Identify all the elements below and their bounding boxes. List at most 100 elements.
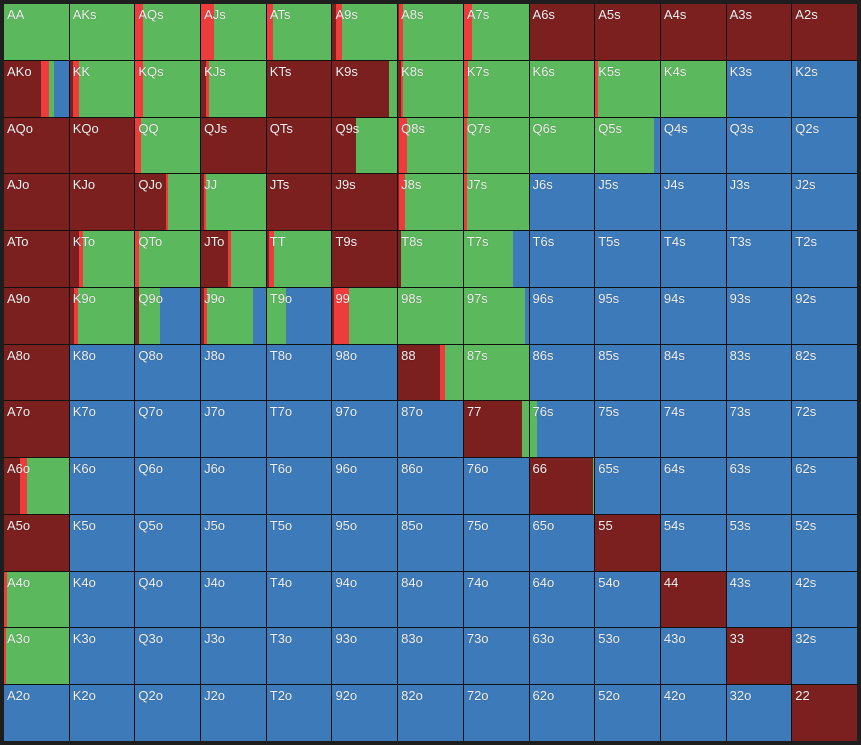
hand-cell-Q9o[interactable]: Q9o — [135, 287, 201, 344]
hand-cell-KJs[interactable]: KJs — [201, 60, 266, 117]
hand-cell-63o[interactable]: 63o — [529, 628, 595, 685]
hand-cell-K8o[interactable]: K8o — [69, 344, 135, 401]
hand-cell-65o[interactable]: 65o — [529, 514, 595, 571]
hand-cell-QQ[interactable]: QQ — [135, 117, 201, 174]
hand-cell-A7s[interactable]: A7s — [463, 4, 529, 60]
hand-cell-Q2s[interactable]: Q2s — [792, 117, 857, 174]
hand-cell-Q8o[interactable]: Q8o — [135, 344, 201, 401]
hand-cell-K2o[interactable]: K2o — [69, 685, 135, 741]
hand-cell-K3o[interactable]: K3o — [69, 628, 135, 685]
hand-cell-T4s[interactable]: T4s — [660, 231, 726, 287]
hand-cell-J9o[interactable]: J9o — [201, 287, 266, 344]
hand-cell-87o[interactable]: 87o — [398, 401, 463, 458]
hand-cell-32o[interactable]: 32o — [726, 685, 792, 741]
hand-cell-T9o[interactable]: T9o — [266, 287, 332, 344]
hand-cell-43s[interactable]: 43s — [726, 571, 792, 628]
hand-cell-95s[interactable]: 95s — [595, 287, 660, 344]
hand-cell-AKs[interactable]: AKs — [69, 4, 135, 60]
hand-cell-Q3o[interactable]: Q3o — [135, 628, 201, 685]
hand-cell-J5o[interactable]: J5o — [201, 514, 266, 571]
hand-cell-JTs[interactable]: JTs — [266, 174, 332, 231]
hand-cell-T8s[interactable]: T8s — [398, 231, 463, 287]
hand-cell-QTo[interactable]: QTo — [135, 231, 201, 287]
hand-cell-82s[interactable]: 82s — [792, 344, 857, 401]
hand-cell-65s[interactable]: 65s — [595, 458, 660, 514]
hand-cell-ATo[interactable]: ATo — [4, 231, 69, 287]
hand-cell-K6s[interactable]: K6s — [529, 60, 595, 117]
hand-cell-98s[interactable]: 98s — [398, 287, 463, 344]
hand-cell-K3s[interactable]: K3s — [726, 60, 792, 117]
hand-cell-T2o[interactable]: T2o — [266, 685, 332, 741]
hand-cell-A3s[interactable]: A3s — [726, 4, 792, 60]
hand-cell-64o[interactable]: 64o — [529, 571, 595, 628]
hand-cell-K9o[interactable]: K9o — [69, 287, 135, 344]
hand-cell-62s[interactable]: 62s — [792, 458, 857, 514]
hand-cell-T6o[interactable]: T6o — [266, 458, 332, 514]
hand-cell-Q7s[interactable]: Q7s — [463, 117, 529, 174]
hand-cell-A8o[interactable]: A8o — [4, 344, 69, 401]
hand-cell-Q6s[interactable]: Q6s — [529, 117, 595, 174]
hand-cell-93s[interactable]: 93s — [726, 287, 792, 344]
hand-cell-J3s[interactable]: J3s — [726, 174, 792, 231]
hand-cell-J4s[interactable]: J4s — [660, 174, 726, 231]
hand-cell-K5o[interactable]: K5o — [69, 514, 135, 571]
hand-cell-J2o[interactable]: J2o — [201, 685, 266, 741]
hand-cell-74o[interactable]: 74o — [463, 571, 529, 628]
hand-cell-82o[interactable]: 82o — [398, 685, 463, 741]
hand-cell-QTs[interactable]: QTs — [266, 117, 332, 174]
hand-cell-Q7o[interactable]: Q7o — [135, 401, 201, 458]
hand-cell-97o[interactable]: 97o — [332, 401, 398, 458]
hand-cell-Q4o[interactable]: Q4o — [135, 571, 201, 628]
hand-cell-77[interactable]: 77 — [463, 401, 529, 458]
hand-cell-J4o[interactable]: J4o — [201, 571, 266, 628]
hand-cell-T8o[interactable]: T8o — [266, 344, 332, 401]
hand-cell-Q8s[interactable]: Q8s — [398, 117, 463, 174]
hand-cell-Q2o[interactable]: Q2o — [135, 685, 201, 741]
hand-cell-44[interactable]: 44 — [660, 571, 726, 628]
hand-cell-TT[interactable]: TT — [266, 231, 332, 287]
hand-cell-87s[interactable]: 87s — [463, 344, 529, 401]
hand-cell-AJs[interactable]: AJs — [201, 4, 266, 60]
hand-cell-K2s[interactable]: K2s — [792, 60, 857, 117]
hand-cell-K6o[interactable]: K6o — [69, 458, 135, 514]
hand-cell-83s[interactable]: 83s — [726, 344, 792, 401]
hand-cell-KTs[interactable]: KTs — [266, 60, 332, 117]
hand-cell-76o[interactable]: 76o — [463, 458, 529, 514]
hand-cell-72s[interactable]: 72s — [792, 401, 857, 458]
hand-cell-43o[interactable]: 43o — [660, 628, 726, 685]
hand-cell-AQo[interactable]: AQo — [4, 117, 69, 174]
hand-cell-K5s[interactable]: K5s — [595, 60, 660, 117]
hand-cell-A5s[interactable]: A5s — [595, 4, 660, 60]
hand-cell-K9s[interactable]: K9s — [332, 60, 398, 117]
hand-cell-94s[interactable]: 94s — [660, 287, 726, 344]
hand-cell-42s[interactable]: 42s — [792, 571, 857, 628]
hand-cell-A7o[interactable]: A7o — [4, 401, 69, 458]
hand-cell-85o[interactable]: 85o — [398, 514, 463, 571]
hand-cell-32s[interactable]: 32s — [792, 628, 857, 685]
hand-cell-A4o[interactable]: A4o — [4, 571, 69, 628]
hand-cell-K7s[interactable]: K7s — [463, 60, 529, 117]
hand-cell-J7s[interactable]: J7s — [463, 174, 529, 231]
hand-cell-KQo[interactable]: KQo — [69, 117, 135, 174]
hand-cell-T2s[interactable]: T2s — [792, 231, 857, 287]
hand-cell-92s[interactable]: 92s — [792, 287, 857, 344]
hand-cell-97s[interactable]: 97s — [463, 287, 529, 344]
hand-cell-99[interactable]: 99 — [332, 287, 398, 344]
hand-cell-73o[interactable]: 73o — [463, 628, 529, 685]
hand-cell-Q3s[interactable]: Q3s — [726, 117, 792, 174]
hand-cell-62o[interactable]: 62o — [529, 685, 595, 741]
hand-cell-A5o[interactable]: A5o — [4, 514, 69, 571]
hand-cell-64s[interactable]: 64s — [660, 458, 726, 514]
hand-cell-KK[interactable]: KK — [69, 60, 135, 117]
hand-cell-J3o[interactable]: J3o — [201, 628, 266, 685]
hand-cell-98o[interactable]: 98o — [332, 344, 398, 401]
hand-cell-A4s[interactable]: A4s — [660, 4, 726, 60]
hand-cell-Q5o[interactable]: Q5o — [135, 514, 201, 571]
hand-cell-94o[interactable]: 94o — [332, 571, 398, 628]
hand-cell-A2s[interactable]: A2s — [792, 4, 857, 60]
hand-cell-A9o[interactable]: A9o — [4, 287, 69, 344]
hand-cell-J9s[interactable]: J9s — [332, 174, 398, 231]
hand-cell-K4o[interactable]: K4o — [69, 571, 135, 628]
hand-cell-88[interactable]: 88 — [398, 344, 463, 401]
hand-cell-J8o[interactable]: J8o — [201, 344, 266, 401]
